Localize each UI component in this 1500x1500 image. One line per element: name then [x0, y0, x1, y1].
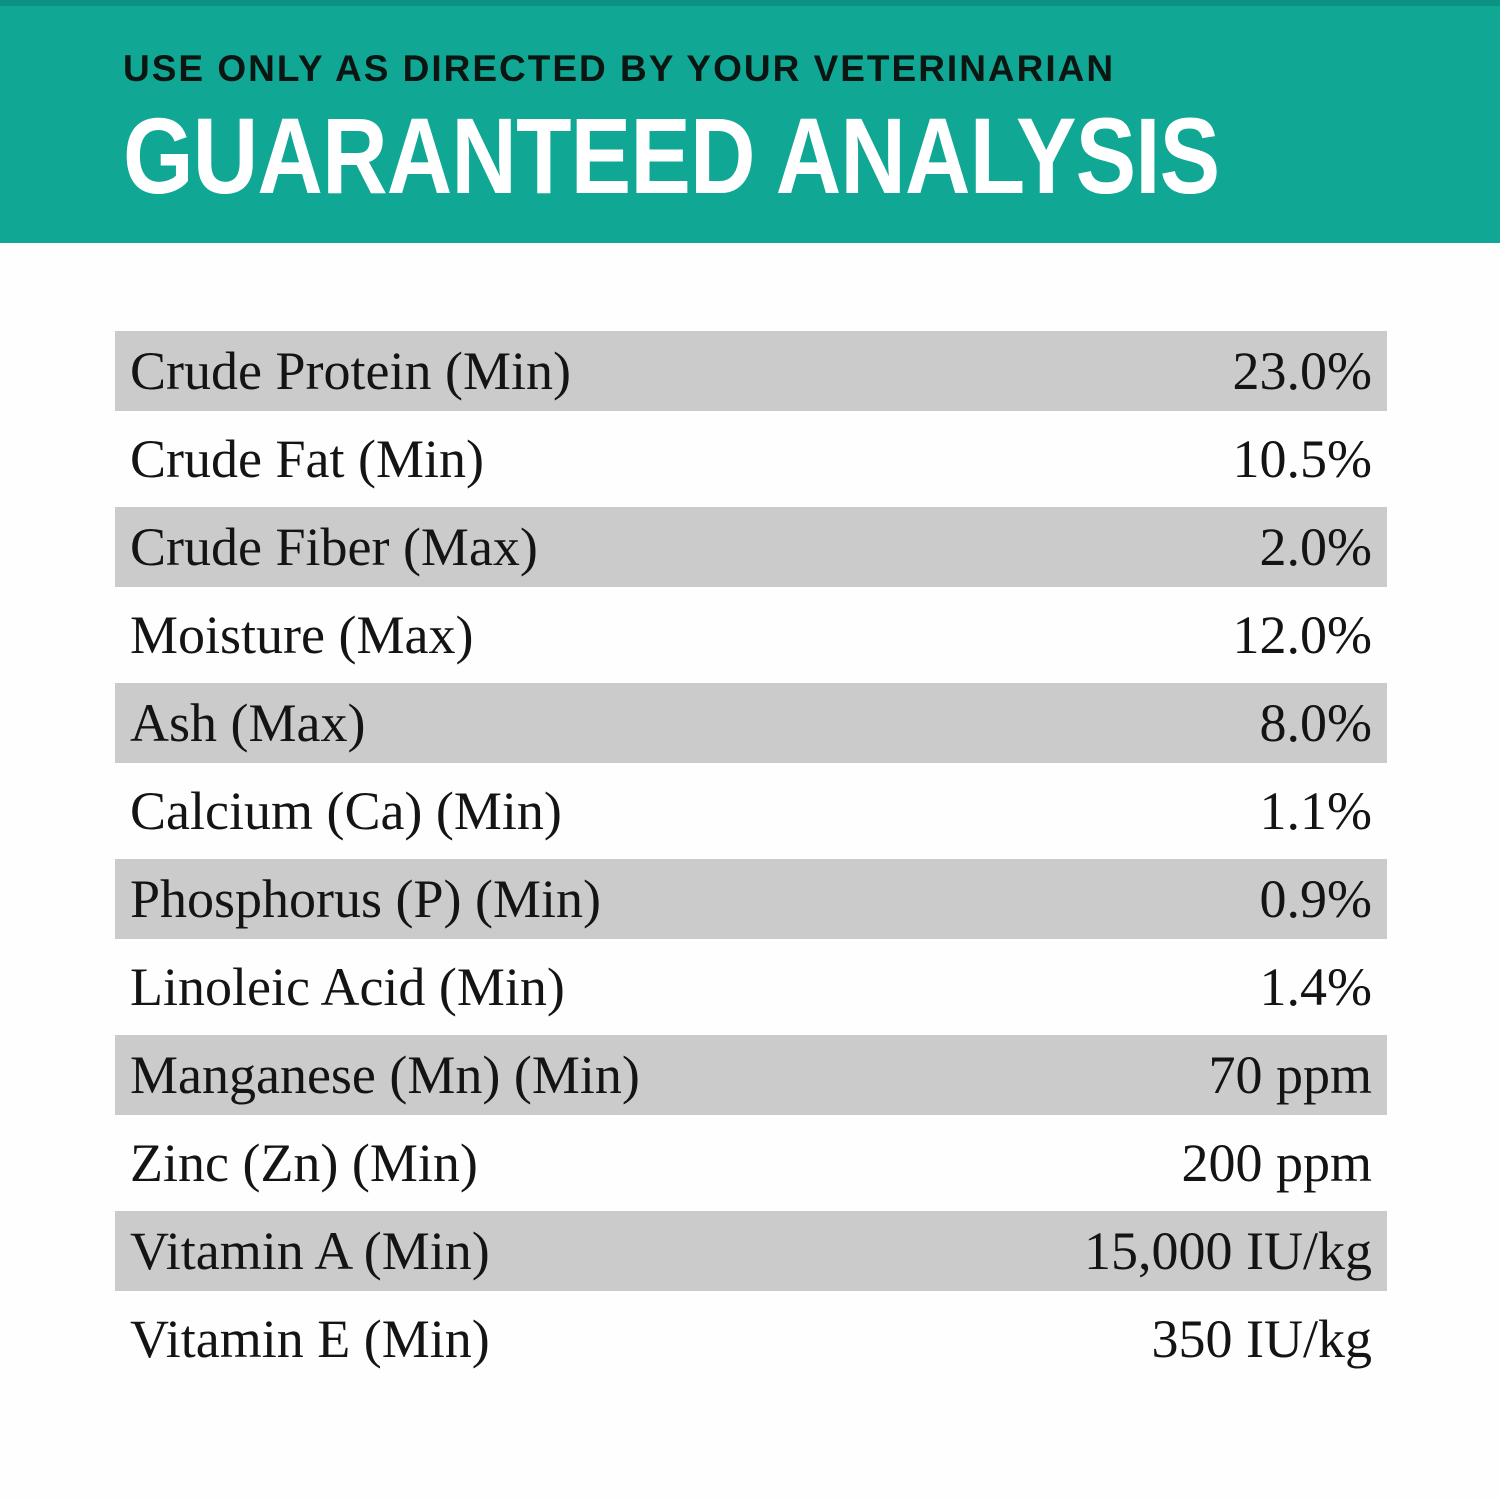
nutrient-name: Ash (Max): [130, 693, 366, 753]
nutrient-value: 12.0%: [1232, 605, 1372, 665]
nutrient-name: Vitamin A (Min): [130, 1221, 490, 1281]
table-row: Vitamin A (Min) 15,000 IU/kg: [115, 1211, 1387, 1291]
table-row: Moisture (Max) 12.0%: [115, 595, 1387, 675]
analysis-table: Crude Protein (Min) 23.0% Crude Fat (Min…: [115, 331, 1387, 1379]
nutrient-name: Crude Protein (Min): [130, 341, 571, 401]
table-row: Zinc (Zn) (Min) 200 ppm: [115, 1123, 1387, 1203]
nutrient-value: 10.5%: [1232, 429, 1372, 489]
nutrient-value: 1.1%: [1259, 781, 1372, 841]
nutrient-name: Moisture (Max): [130, 605, 474, 665]
nutrient-name: Zinc (Zn) (Min): [130, 1133, 478, 1193]
table-row: Crude Fat (Min) 10.5%: [115, 419, 1387, 499]
nutrient-value: 0.9%: [1259, 869, 1372, 929]
nutrient-name: Manganese (Mn) (Min): [130, 1045, 640, 1105]
nutrient-value: 23.0%: [1232, 341, 1372, 401]
table-row: Linoleic Acid (Min) 1.4%: [115, 947, 1387, 1027]
nutrient-name: Calcium (Ca) (Min): [130, 781, 562, 841]
table-row: Calcium (Ca) (Min) 1.1%: [115, 771, 1387, 851]
nutrient-name: Phosphorus (P) (Min): [130, 869, 602, 929]
page-title: GUARANTEED ANALYSIS: [123, 95, 1220, 216]
veterinarian-disclaimer-text: USE ONLY AS DIRECTED BY YOUR VETERINARIA…: [123, 48, 1116, 89]
table-row: Crude Protein (Min) 23.0%: [115, 331, 1387, 411]
nutrient-name: Linoleic Acid (Min): [130, 957, 565, 1017]
nutrient-value: 350 IU/kg: [1151, 1309, 1372, 1369]
nutrient-name: Vitamin E (Min): [130, 1309, 490, 1369]
nutrient-value: 2.0%: [1259, 517, 1372, 577]
nutrient-value: 70 ppm: [1208, 1045, 1372, 1105]
nutrient-value: 200 ppm: [1181, 1133, 1372, 1193]
table-row: Vitamin E (Min) 350 IU/kg: [115, 1299, 1387, 1379]
table-row: Manganese (Mn) (Min) 70 ppm: [115, 1035, 1387, 1115]
table-row: Crude Fiber (Max) 2.0%: [115, 507, 1387, 587]
nutrient-name: Crude Fat (Min): [130, 429, 484, 489]
nutrient-value: 1.4%: [1259, 957, 1372, 1017]
nutrient-value: 15,000 IU/kg: [1084, 1221, 1372, 1281]
table-row: Phosphorus (P) (Min) 0.9%: [115, 859, 1387, 939]
nutrient-value: 8.0%: [1259, 693, 1372, 753]
nutrient-name: Crude Fiber (Max): [130, 517, 538, 577]
table-row: Ash (Max) 8.0%: [115, 683, 1387, 763]
header-banner: USE ONLY AS DIRECTED BY YOUR VETERINARIA…: [0, 0, 1500, 243]
